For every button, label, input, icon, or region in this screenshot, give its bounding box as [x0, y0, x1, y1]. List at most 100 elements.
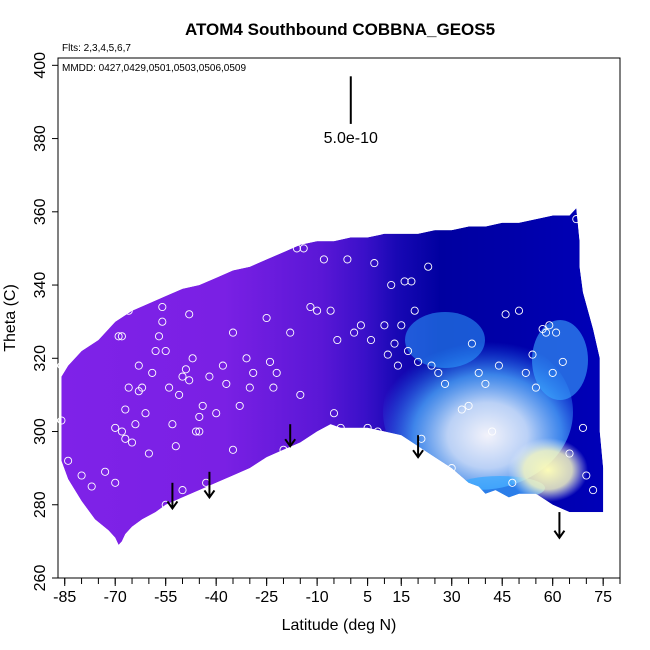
observation-point — [589, 486, 598, 495]
observation-point — [87, 482, 96, 491]
observation-point — [127, 438, 137, 447]
observation-point — [154, 332, 164, 341]
observation-point — [552, 328, 561, 337]
observation-point — [212, 409, 221, 418]
observation-point — [508, 478, 517, 487]
surface-arrow-head — [553, 530, 566, 540]
y-axis: 260 280 300 320 340 360 380 400 — [32, 52, 58, 591]
observation-point — [373, 427, 382, 436]
observation-point — [390, 339, 399, 348]
observation-point — [77, 471, 86, 480]
observation-point — [195, 412, 204, 421]
observation-point — [212, 500, 221, 509]
observation-point — [427, 361, 436, 370]
observation-point — [326, 306, 335, 315]
observation-point — [410, 306, 419, 315]
surface-arrow-head — [166, 500, 179, 511]
observation-point — [168, 420, 177, 429]
observation-point — [531, 383, 540, 392]
y-tick-label: 280 — [32, 491, 49, 518]
x-axis-label: Latitude (deg N) — [282, 617, 397, 634]
x-tick-label: -10 — [306, 589, 329, 606]
observation-point — [269, 383, 278, 392]
flights-note: Flts: 2,3,4,5,6,7 — [62, 43, 131, 54]
y-tick-label: 380 — [32, 125, 49, 152]
observation-point — [178, 372, 187, 381]
surface-arrow-head — [203, 489, 216, 500]
observation-point — [528, 350, 537, 359]
observation-point — [185, 376, 194, 385]
surface-arrow-head — [412, 449, 424, 459]
scale-bar-label: 5.0e-10 — [324, 130, 378, 147]
observation-point — [306, 302, 315, 312]
observation-point — [235, 401, 244, 410]
observation-point — [158, 302, 167, 312]
observation-point — [313, 306, 322, 315]
observation-point — [134, 387, 143, 396]
observation-point — [541, 328, 551, 337]
observation-point — [572, 215, 581, 224]
observation-point — [434, 368, 443, 377]
x-tick-label: -70 — [104, 589, 127, 606]
x-axis: -85 -70 -55 -40 -25 -10 5 15 30 45 60 75 — [53, 578, 621, 606]
observation-point — [245, 383, 254, 392]
y-tick-label: 340 — [32, 272, 49, 299]
observation-point — [131, 420, 140, 429]
observation-point — [57, 416, 66, 425]
observation-point — [494, 361, 503, 370]
observation-point — [356, 321, 365, 330]
observation-point — [350, 328, 359, 337]
observation-point — [407, 277, 416, 286]
observation-point — [117, 332, 126, 341]
observation-point — [185, 310, 194, 319]
x-tick-label: 45 — [493, 589, 511, 606]
x-tick-label: -25 — [255, 589, 278, 606]
y-tick-label: 320 — [32, 345, 49, 372]
observation-point — [249, 368, 258, 377]
y-tick-label: 360 — [32, 198, 49, 225]
observation-point — [111, 423, 120, 432]
chart-title: ATOM4 Southbound COBBNA_GEOS5 — [185, 20, 495, 39]
observation-point — [501, 310, 510, 319]
x-tick-label: 60 — [544, 589, 562, 606]
heatmap-yellow-region — [508, 438, 588, 502]
observation-point — [188, 354, 197, 363]
heatmap-field — [61, 208, 604, 545]
x-tick-label: -40 — [205, 589, 228, 606]
observation-point — [447, 464, 456, 473]
observation-point — [279, 445, 288, 454]
observation-point — [582, 471, 591, 480]
surface-arrow-head — [284, 438, 297, 448]
observation-point — [148, 368, 157, 377]
observation-point — [393, 361, 402, 370]
observation-point — [242, 354, 251, 363]
surface-arrows — [166, 424, 566, 540]
x-tick-label: 75 — [594, 589, 612, 606]
observation-point — [366, 335, 376, 345]
observation-point — [380, 321, 389, 330]
observation-point — [296, 390, 305, 399]
x-tick-label: 5 — [363, 589, 372, 606]
observation-point — [124, 306, 133, 315]
observation-point — [488, 427, 497, 436]
observation-point — [481, 379, 490, 388]
observation-point — [548, 368, 557, 377]
observation-point — [467, 339, 476, 348]
observation-point — [440, 379, 450, 388]
heatmap-cyan-band — [405, 312, 485, 368]
observation-point — [111, 478, 120, 487]
observation-point — [286, 328, 295, 337]
observation-point — [414, 357, 423, 366]
observation-point — [165, 383, 174, 392]
y-axis-label: Theta (C) — [2, 284, 19, 352]
observation-point — [57, 361, 66, 370]
observation-point — [101, 467, 110, 476]
observation-point — [333, 335, 342, 345]
observation-point — [474, 368, 483, 377]
observation-point — [545, 321, 554, 330]
observation-point — [329, 409, 339, 418]
observation-point — [178, 486, 187, 495]
observation-point — [228, 328, 238, 337]
y-tick-label: 400 — [32, 52, 49, 79]
